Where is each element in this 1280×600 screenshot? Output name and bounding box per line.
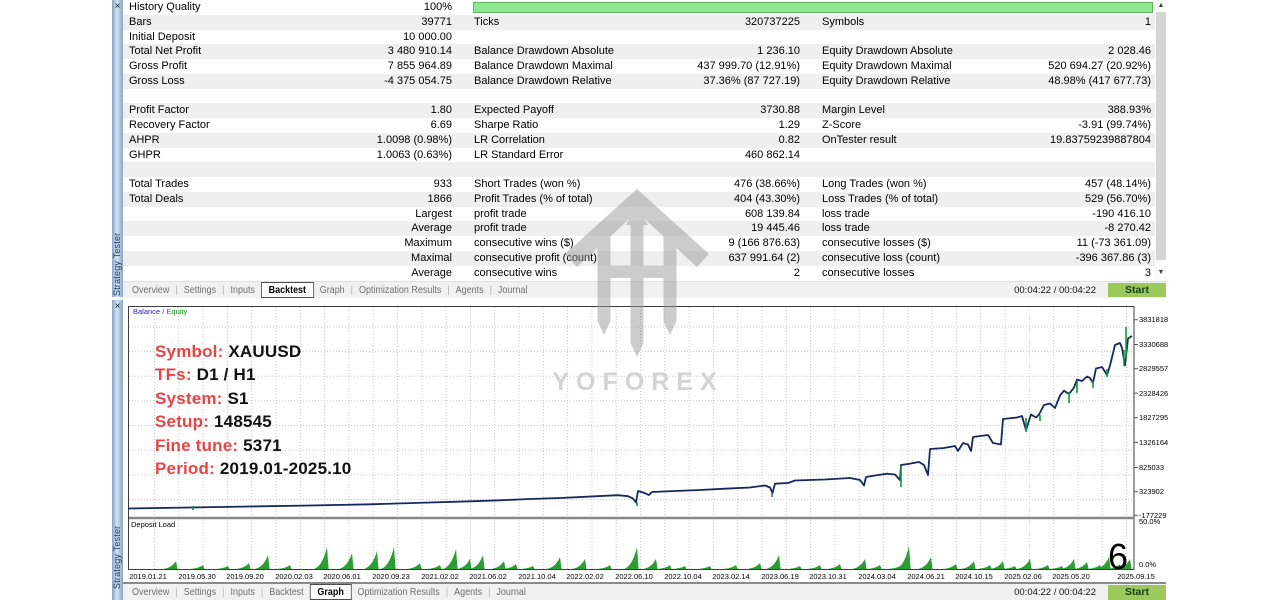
svg-text:YOFOREX: YOFOREX <box>552 368 723 396</box>
